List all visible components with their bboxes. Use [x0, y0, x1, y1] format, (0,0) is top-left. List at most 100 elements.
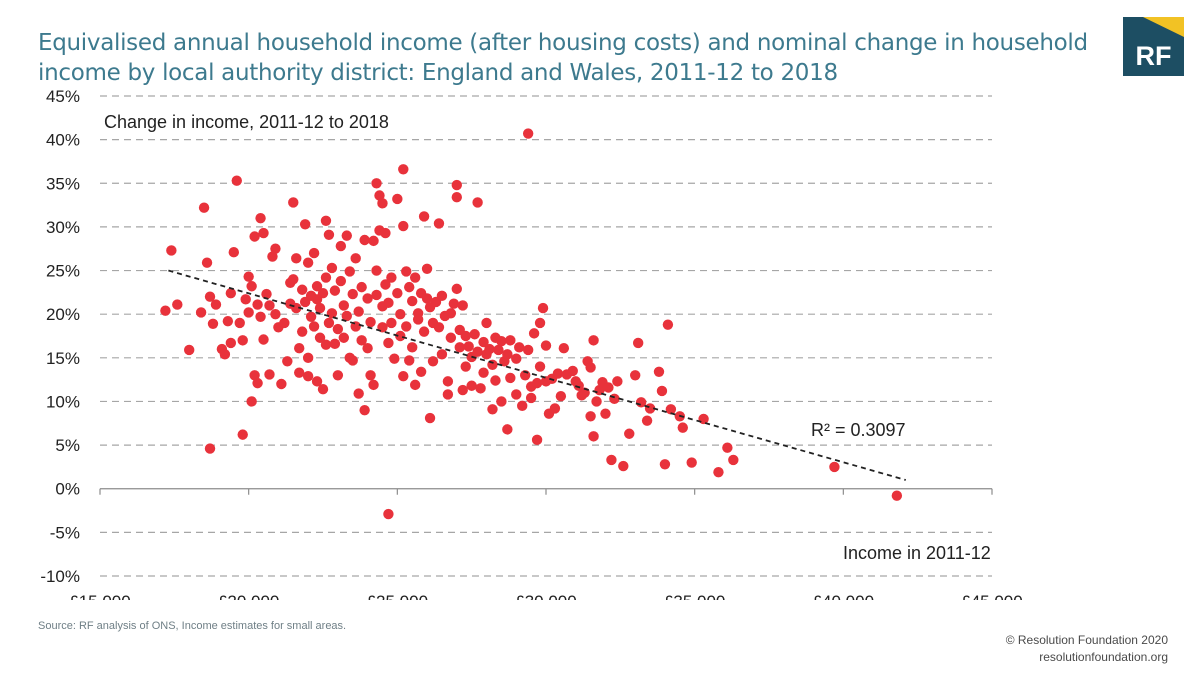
scatter-point	[460, 361, 471, 372]
scatter-point	[335, 275, 347, 287]
scatter-point	[442, 376, 454, 387]
scatter-point	[481, 317, 492, 329]
scatter-point	[386, 272, 397, 283]
scatter-point	[722, 442, 733, 453]
scatter-point	[332, 370, 344, 381]
y-tick-label: -10%	[40, 567, 80, 586]
scatter-point	[540, 340, 552, 351]
scatter-point	[531, 377, 543, 389]
scatter-point	[276, 378, 287, 390]
scatter-point	[502, 424, 513, 435]
scatter-point	[184, 344, 195, 356]
scatter-point	[195, 307, 207, 318]
scatter-point	[496, 336, 507, 347]
scatter-point	[311, 281, 323, 292]
scatter-point	[728, 454, 739, 466]
scatter-point	[395, 330, 406, 342]
scatter-point	[329, 285, 341, 296]
scatter-point	[398, 164, 409, 175]
scatter-point	[344, 266, 355, 277]
website-link[interactable]: resolutionfoundation.org	[1039, 650, 1168, 664]
scatter-point	[210, 299, 222, 310]
scatter-point	[603, 382, 614, 393]
scatter-point	[534, 361, 546, 372]
scatter-point	[389, 353, 400, 364]
scatter-point	[249, 370, 260, 381]
scatter-point	[407, 295, 418, 307]
scatter-chart: -10% -5% 0% 5% 10% 15% 20% 25% 30% 35% 40% 45% £15,…	[40, 87, 1022, 600]
scatter-point	[320, 339, 332, 350]
scatter-point	[371, 289, 382, 301]
scatter-point	[528, 328, 540, 339]
scatter-point	[401, 321, 412, 332]
scatter-point	[234, 317, 245, 329]
scatter-point	[338, 332, 350, 343]
scatter-point	[341, 310, 352, 322]
scatter-point	[558, 343, 570, 354]
scatter-point	[302, 370, 314, 382]
scatter-point	[448, 298, 460, 309]
scatter-point	[588, 335, 599, 346]
scatter-point	[386, 317, 397, 329]
scatter-point	[252, 299, 263, 310]
scatter-point	[442, 389, 454, 400]
y-tick-label: 10%	[46, 392, 80, 411]
scatter-point	[662, 319, 674, 330]
scatter-point	[243, 271, 254, 282]
scatter-point	[496, 396, 507, 407]
scatter-point	[237, 335, 248, 346]
chart-title: Equivalised annual household income (aft…	[38, 30, 1088, 86]
scatter-point	[172, 299, 183, 310]
scatter-point	[600, 408, 611, 419]
scatter-point	[305, 311, 317, 322]
scatter-point	[517, 400, 528, 412]
scatter-point	[549, 403, 561, 414]
scatter-point	[424, 412, 436, 424]
scatter-point	[641, 415, 653, 426]
scatter-point	[308, 321, 320, 332]
scatter-point	[457, 300, 468, 311]
trendline	[168, 269, 907, 481]
scatter-point	[374, 190, 385, 201]
y-tick-label: 20%	[46, 305, 80, 324]
scatter-point	[240, 294, 251, 305]
scatter-point	[514, 342, 525, 353]
scatter-point	[829, 461, 840, 473]
scatter-point	[445, 308, 457, 319]
scatter-point	[567, 365, 578, 377]
scatter-point	[237, 429, 248, 440]
gridlines	[100, 95, 992, 577]
scatter-point	[656, 385, 668, 397]
scatter-point	[436, 290, 448, 302]
scatter-point	[392, 288, 403, 299]
scatter-point	[445, 332, 457, 343]
scatter-point	[255, 311, 266, 322]
scatter-point	[511, 389, 522, 400]
scatter-point	[665, 404, 677, 415]
scatter-point	[612, 376, 623, 387]
scatter-point	[246, 396, 257, 407]
scatter-point	[531, 434, 543, 446]
scatter-point	[472, 197, 483, 208]
scatter-point	[433, 322, 445, 333]
scatter-point	[457, 384, 468, 396]
scatter-point	[472, 346, 483, 357]
copyright-block: © Resolution Foundation 2020 resolutionf…	[1006, 632, 1168, 666]
scatter-point	[505, 372, 516, 384]
scatter-point	[317, 288, 329, 299]
scatter-point	[264, 369, 275, 380]
scatter-point	[347, 288, 358, 300]
scatter-point	[454, 342, 465, 353]
scatter-point	[302, 352, 314, 364]
y-axis-label: Change in income, 2011-12 to 2018	[104, 112, 389, 132]
scatter-point	[632, 337, 644, 349]
scatter-point	[490, 375, 501, 386]
scatter-point	[713, 466, 724, 478]
scatter-point	[365, 316, 376, 328]
scatter-point	[630, 370, 641, 381]
scatter-point	[591, 396, 602, 407]
scatter-point	[371, 178, 382, 189]
scatter-point	[383, 337, 394, 349]
scatter-point	[338, 300, 350, 311]
scatter-point	[359, 404, 370, 416]
